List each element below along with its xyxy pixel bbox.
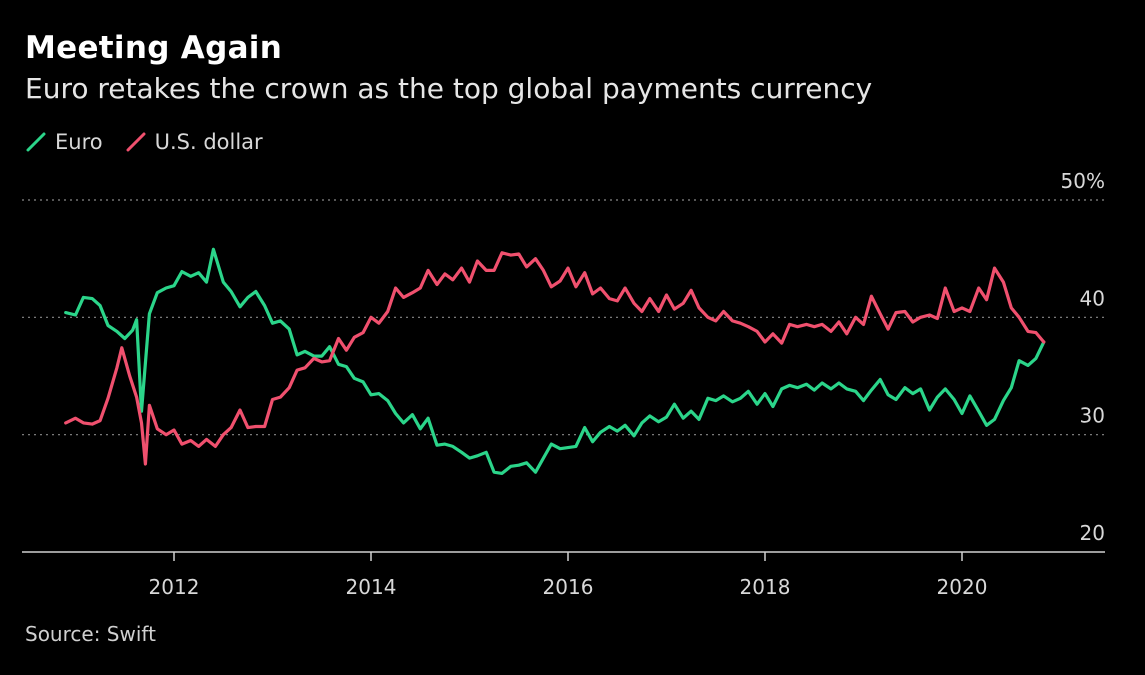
source-note: Source: Swift	[25, 622, 156, 646]
x-tick-label-2012: 2012	[149, 575, 200, 599]
legend-item-usd: U.S. dollar	[125, 130, 263, 154]
legend: Euro U.S. dollar	[25, 130, 285, 154]
series-line-usd	[64, 251, 1046, 466]
legend-swatch-euro	[26, 132, 46, 152]
legend-swatch-usd	[126, 132, 146, 152]
y-tick-label-40: 40	[1080, 286, 1105, 310]
legend-label-usd: U.S. dollar	[154, 130, 263, 154]
y-tick-label-20: 20	[1080, 521, 1105, 545]
series-line-euro	[64, 247, 1046, 475]
chart-title: Meeting Again	[25, 30, 283, 66]
legend-swatch-euro-line	[26, 132, 46, 152]
x-tick-label-2014: 2014	[346, 575, 397, 599]
y-tick-label-30: 30	[1080, 404, 1105, 428]
x-tick-label-2020: 2020	[937, 575, 988, 599]
legend-item-euro: Euro	[25, 130, 103, 154]
x-tick-label-2018: 2018	[740, 575, 791, 599]
legend-swatch-usd-line	[126, 132, 146, 152]
chart-subtitle: Euro retakes the crown as the top global…	[25, 72, 873, 105]
y-tick-label-50: 50%	[1061, 169, 1105, 193]
x-tick-label-2016: 2016	[543, 575, 594, 599]
legend-label-euro: Euro	[55, 130, 103, 154]
